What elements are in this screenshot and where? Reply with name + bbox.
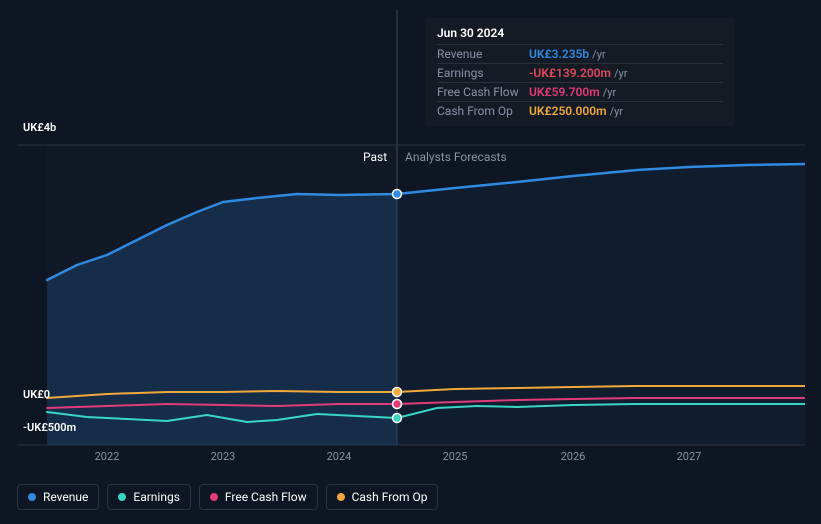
x-axis-label: 2025 xyxy=(443,450,468,463)
legend-label: Cash From Op xyxy=(352,490,428,504)
legend-label: Revenue xyxy=(43,490,88,504)
tooltip-row: Free Cash FlowUK£59.700m/yr xyxy=(437,82,723,101)
legend-label: Earnings xyxy=(133,490,180,504)
legend-item-revenue[interactable]: Revenue xyxy=(17,484,99,510)
tooltip-row: Cash From OpUK£250.000m/yr xyxy=(437,101,723,120)
series-marker xyxy=(393,190,402,199)
x-axis-label: 2026 xyxy=(561,450,586,463)
forecast-section-label: Analysts Forecasts xyxy=(405,150,507,164)
legend-dot-icon xyxy=(28,493,36,501)
y-axis-label: UK£4b xyxy=(23,121,56,134)
x-axis-label: 2024 xyxy=(327,450,352,463)
y-axis-label: -UK£500m xyxy=(23,421,76,434)
legend-dot-icon xyxy=(337,493,345,501)
tooltip-metric-label: Earnings xyxy=(437,66,529,80)
tooltip-metric-label: Cash From Op xyxy=(437,104,529,118)
tooltip-metric-value: UK£59.700m xyxy=(529,85,600,99)
series-marker xyxy=(393,400,402,409)
tooltip-metric-value: UK£3.235b xyxy=(529,47,589,61)
y-axis-label: UK£0 xyxy=(23,388,50,401)
tooltip-row: Earnings-UK£139.200m/yr xyxy=(437,63,723,82)
legend-dot-icon xyxy=(210,493,218,501)
tooltip-metric-unit: /yr xyxy=(610,105,623,118)
tooltip-metric-value: UK£250.000m xyxy=(529,104,607,118)
tooltip-metric-label: Revenue xyxy=(437,47,529,61)
x-axis-label: 2023 xyxy=(211,450,236,463)
tooltip-metric-unit: /yr xyxy=(614,67,627,80)
legend-dot-icon xyxy=(118,493,126,501)
series-marker xyxy=(393,388,402,397)
tooltip-metric-unit: /yr xyxy=(592,48,605,61)
tooltip-metric-unit: /yr xyxy=(603,86,616,99)
tooltip-date: Jun 30 2024 xyxy=(437,26,723,44)
x-axis-label: 2022 xyxy=(95,450,120,463)
tooltip-metric-label: Free Cash Flow xyxy=(437,85,529,99)
past-section-label: Past xyxy=(363,150,387,164)
x-axis-label: 2027 xyxy=(677,450,702,463)
series-marker xyxy=(393,414,402,423)
chart-legend: Revenue Earnings Free Cash Flow Cash From O… xyxy=(17,484,438,510)
tooltip-row: RevenueUK£3.235b/yr xyxy=(437,44,723,63)
legend-item-cash_from_op[interactable]: Cash From Op xyxy=(326,484,439,510)
legend-label: Free Cash Flow xyxy=(225,490,307,504)
chart-tooltip: Jun 30 2024 RevenueUK£3.235b/yrEarnings-… xyxy=(425,18,735,126)
legend-item-free_cash_flow[interactable]: Free Cash Flow xyxy=(199,484,318,510)
legend-item-earnings[interactable]: Earnings xyxy=(107,484,191,510)
tooltip-metric-value: -UK£139.200m xyxy=(529,66,611,80)
